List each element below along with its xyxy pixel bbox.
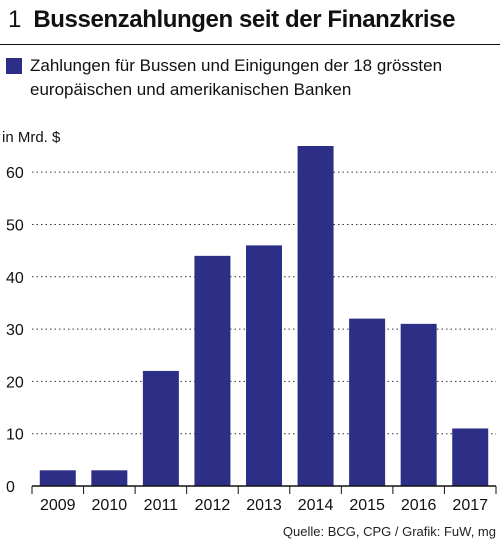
- x-tick-label: 2017: [452, 497, 488, 514]
- y-tick-label: 50: [6, 217, 24, 234]
- bar: [142, 370, 179, 486]
- bar: [39, 470, 76, 486]
- x-tick-label: 2012: [195, 497, 231, 514]
- bar: [246, 245, 282, 486]
- chart-heading: 1 Bussenzahlungen seit der Finanzkrise: [8, 6, 455, 36]
- bar: [297, 146, 334, 486]
- x-tick-label: 2013: [246, 497, 282, 514]
- x-tick-label: 2014: [298, 497, 334, 514]
- legend-label: Zahlungen für Bussen und Einigungen der …: [30, 56, 443, 99]
- y-tick-label: 40: [6, 270, 24, 287]
- x-tick-label: 2016: [401, 497, 437, 514]
- bar: [452, 428, 489, 486]
- figure-number: 1: [8, 6, 22, 33]
- x-tick-label: 2015: [349, 497, 385, 514]
- y-axis-label: in Mrd. $: [2, 129, 61, 146]
- x-tick-label: 2009: [40, 497, 76, 514]
- legend-swatch: [6, 58, 22, 74]
- x-tick-label: 2010: [92, 497, 128, 514]
- bar-chart: in Mrd. $ 0 10 20 30 40 50 60 2009 2010 2011 2012 20…: [2, 129, 497, 514]
- chart-legend: Zahlungen für Bussen und Einigungen der …: [6, 54, 480, 102]
- source-note: Quelle: BCG, CPG / Grafik: FuW, mg: [282, 524, 496, 539]
- y-tick-label: 30: [6, 322, 24, 339]
- title-divider: [0, 44, 500, 45]
- bar: [349, 318, 386, 486]
- x-tick-label: 2011: [144, 497, 179, 514]
- y-tick-label: 20: [6, 374, 24, 391]
- y-tick-label: 10: [6, 427, 24, 444]
- bar: [194, 255, 231, 486]
- y-tick-label: 0: [6, 479, 15, 496]
- y-tick-label: 60: [6, 165, 24, 182]
- chart-title: Bussenzahlungen seit der Finanzkrise: [33, 6, 456, 33]
- bar: [91, 470, 128, 486]
- bar: [400, 323, 437, 486]
